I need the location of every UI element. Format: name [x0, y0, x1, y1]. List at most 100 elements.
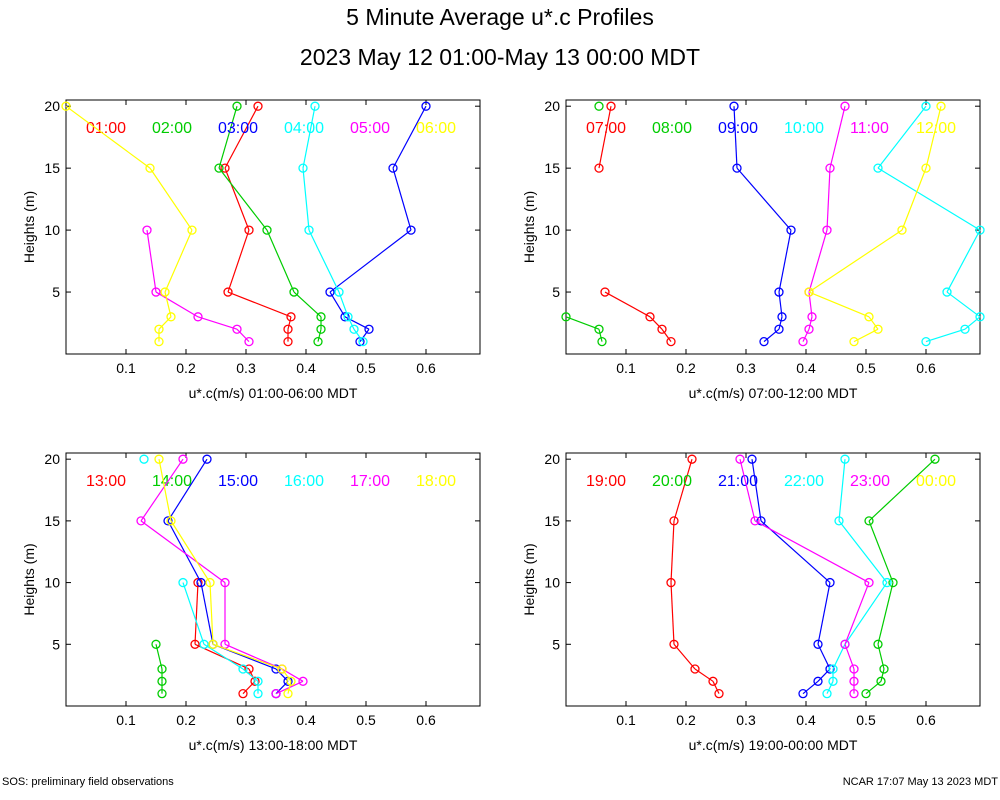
data-point	[214, 163, 224, 173]
x-tick-label: 0.2	[176, 712, 196, 728]
y-tick-label: 5	[552, 284, 560, 300]
data-point	[921, 336, 931, 347]
data-point	[157, 664, 167, 674]
data-point	[849, 664, 859, 674]
data-point	[151, 639, 161, 649]
legend-label: 16:00	[284, 473, 324, 490]
series-line-segment	[167, 458, 208, 522]
series-line-segment	[925, 328, 966, 343]
data-point	[199, 639, 209, 649]
data-point	[561, 312, 571, 322]
x-axis-label: u*.c(m/s) 01:00-06:00 MDT	[189, 385, 358, 401]
data-point	[160, 287, 170, 297]
y-axis-label: Heights (m)	[21, 191, 37, 263]
x-tick-label: 0.6	[916, 712, 936, 728]
series-line-segment	[170, 520, 211, 583]
data-point	[813, 639, 823, 649]
series-line-segment	[778, 229, 792, 293]
series-line-segment	[604, 291, 651, 318]
legend-label: 05:00	[350, 120, 390, 137]
x-tick-label: 0.3	[236, 712, 256, 728]
y-tick-label: 20	[44, 451, 60, 467]
series-line-segment	[329, 291, 346, 318]
series-line-segment	[802, 680, 819, 695]
series-line-segment	[808, 229, 903, 293]
data-point	[921, 101, 931, 111]
series-line-segment	[200, 582, 214, 645]
data-point	[253, 676, 263, 686]
series-line-segment	[673, 643, 696, 670]
data-point	[163, 516, 173, 526]
chart-subtitle: 2023 May 12 01:00-May 13 00:00 MDT	[299, 44, 701, 70]
series-line-segment	[925, 106, 942, 169]
series-line-segment	[227, 291, 292, 318]
series-line-segment	[763, 328, 780, 343]
data-point	[921, 163, 931, 173]
series-line-segment	[838, 459, 846, 521]
y-axis-label: Heights (m)	[521, 191, 537, 263]
series-line-segment	[140, 520, 226, 584]
legend-label: 21:00	[718, 473, 758, 490]
y-tick-label: 15	[544, 160, 560, 176]
series-line-segment	[194, 582, 199, 645]
series-line-segment	[167, 520, 202, 583]
series-line-segment	[817, 582, 831, 645]
data-point	[253, 101, 263, 111]
data-point	[708, 676, 718, 686]
data-point	[178, 454, 188, 464]
data-point	[849, 336, 859, 347]
data-point	[205, 577, 215, 588]
data-point	[142, 225, 152, 235]
data-point	[244, 664, 254, 674]
series-line-segment	[649, 316, 663, 330]
data-point	[864, 312, 874, 322]
data-point	[888, 577, 898, 588]
series-line-segment	[203, 643, 244, 670]
data-point	[669, 516, 679, 526]
series-line-segment	[694, 668, 714, 682]
series-line-segment	[287, 316, 292, 330]
x-tick-label: 0.6	[416, 712, 436, 728]
footer-source: SOS: preliminary field observations	[2, 776, 174, 788]
data-point	[298, 163, 308, 173]
series-line-segment	[146, 230, 157, 293]
data-point	[861, 689, 871, 699]
series-line-segment	[808, 229, 828, 293]
data-point	[193, 577, 203, 588]
legend-label: 04:00	[284, 120, 324, 137]
data-point	[220, 163, 230, 173]
series-line-segment	[598, 329, 603, 342]
series-line-segment	[844, 582, 870, 645]
series-line-segment	[670, 520, 675, 583]
series-line-segment	[712, 681, 720, 694]
series-line-segment	[844, 582, 888, 645]
x-axis-label: u*.c(m/s) 19:00-00:00 MDT	[689, 737, 858, 753]
legend-label: 06:00	[416, 120, 456, 137]
legend-label: 17:00	[350, 473, 390, 490]
plot-frame-4	[565, 452, 981, 707]
data-point	[732, 163, 742, 173]
series-line-segment	[209, 582, 214, 645]
data-point	[238, 664, 248, 674]
series-line-segment	[65, 105, 151, 169]
series-line-segment	[829, 106, 846, 169]
x-tick-label: 0.1	[116, 360, 136, 376]
x-tick-label: 0.4	[296, 360, 316, 376]
data-point	[840, 101, 850, 111]
series-line-segment	[751, 459, 762, 521]
y-tick-label: 15	[544, 513, 560, 529]
data-point	[798, 336, 808, 347]
x-tick-label: 0.5	[856, 360, 876, 376]
legend-label: 12:00	[916, 120, 956, 137]
x-tick-label: 0.5	[356, 360, 376, 376]
series-line-segment	[670, 582, 675, 645]
x-tick-label: 0.3	[736, 712, 756, 728]
series-line-segment	[901, 167, 927, 231]
data-point	[151, 287, 161, 297]
x-tick-label: 0.5	[356, 712, 376, 728]
data-point	[864, 516, 874, 526]
data-point	[388, 163, 398, 173]
x-tick-label: 0.3	[236, 360, 256, 376]
legend-label: 08:00	[652, 120, 692, 137]
data-point	[840, 639, 850, 649]
